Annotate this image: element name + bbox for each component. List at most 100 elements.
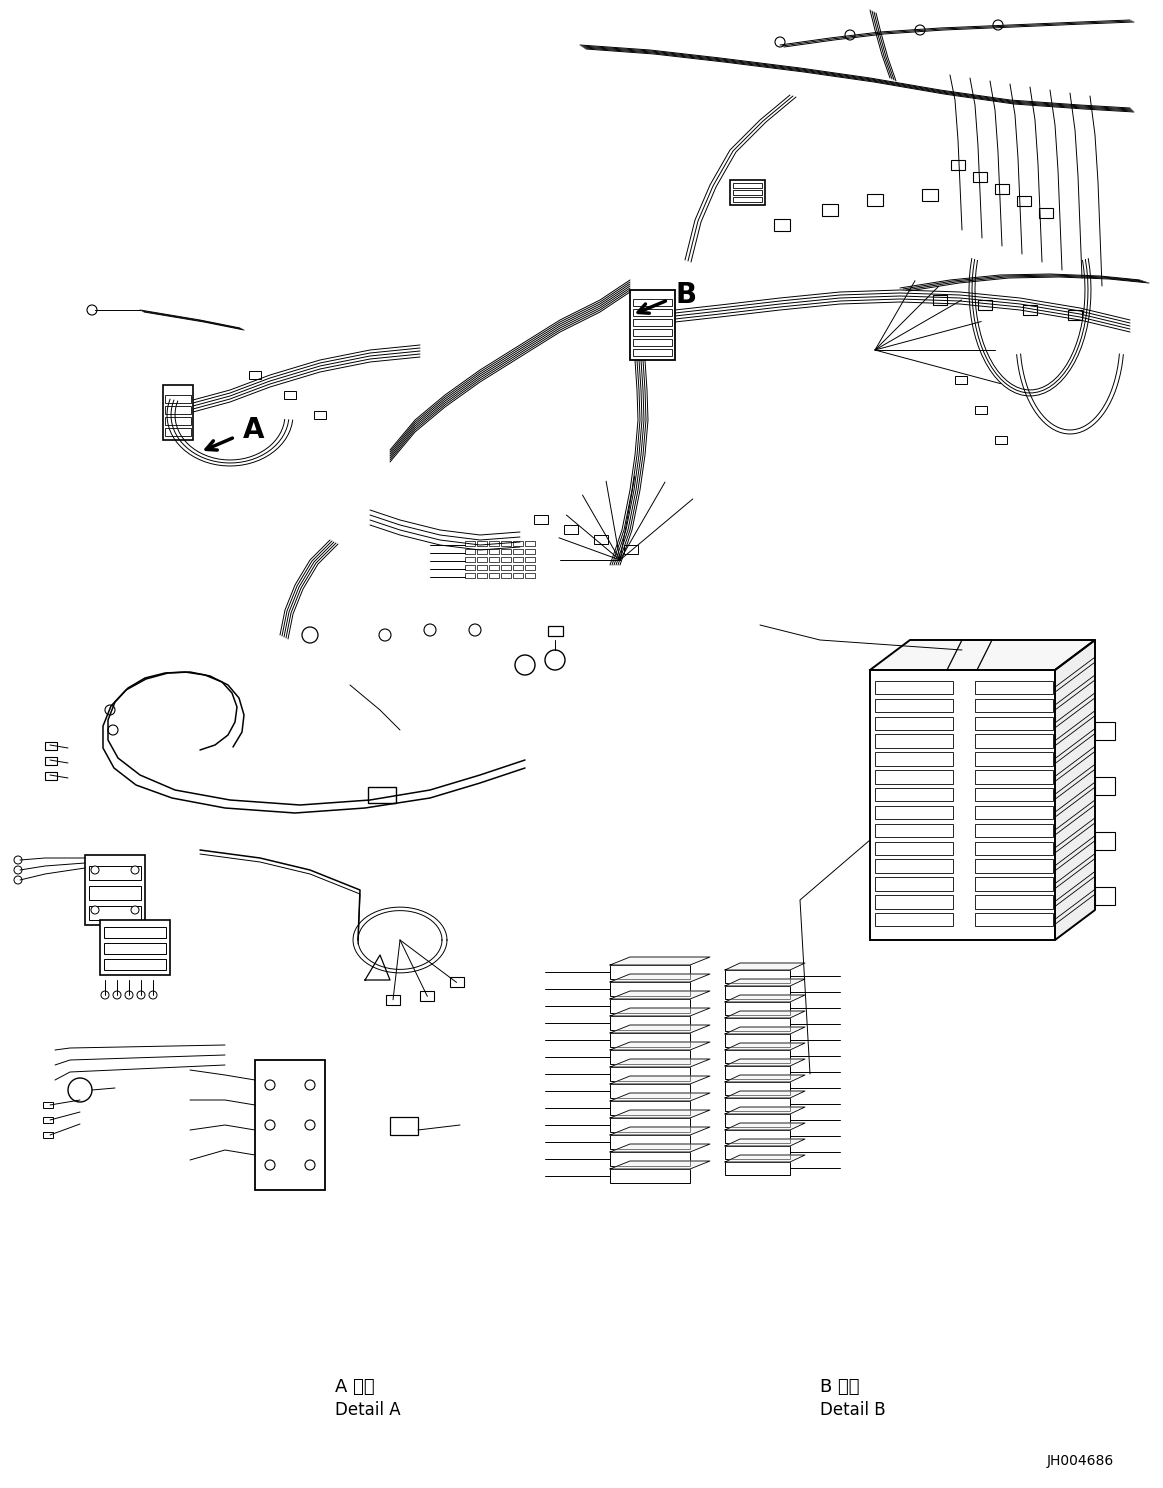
Polygon shape [725,1123,805,1129]
Bar [1096,887,1115,905]
Bar [633,310,672,315]
Bar [1016,196,1032,205]
Bar [488,565,499,570]
Circle shape [993,19,1003,30]
Bar [611,1170,690,1183]
Bar [525,573,535,577]
Bar [611,1101,690,1115]
Circle shape [424,623,436,635]
Circle shape [67,1077,92,1103]
Bar [501,549,511,554]
Bar [548,626,563,635]
Bar [513,565,523,570]
Bar [870,670,1055,940]
Bar [875,860,952,873]
Circle shape [14,876,22,884]
Polygon shape [611,1126,709,1135]
Bar [368,787,395,804]
Bar [875,771,952,784]
Bar [875,896,952,909]
Bar [875,717,952,731]
Bar [488,542,499,546]
Circle shape [305,1120,315,1129]
Bar [633,350,672,356]
Bar [513,542,523,546]
Circle shape [265,1161,274,1170]
Bar [165,429,191,436]
Bar [725,987,790,998]
Bar [1023,305,1037,315]
Bar [725,1065,790,1079]
Bar [43,1132,53,1138]
Circle shape [105,705,115,716]
Circle shape [149,991,157,998]
Bar [477,549,487,554]
Bar [1039,208,1053,219]
Bar [386,995,400,1004]
Bar [465,565,475,570]
Bar [611,966,690,979]
Bar [725,1098,790,1112]
Polygon shape [611,957,709,966]
Text: Detail B: Detail B [820,1402,886,1420]
Circle shape [469,623,481,635]
Bar [163,385,193,440]
Bar [45,757,57,765]
Polygon shape [725,1107,805,1115]
Bar [594,536,608,545]
Polygon shape [725,1010,805,1018]
Bar [975,824,1053,838]
Bar [875,878,952,891]
Polygon shape [725,963,805,970]
Polygon shape [611,1094,709,1101]
Polygon shape [611,1144,709,1152]
Circle shape [137,991,145,998]
Bar [611,998,690,1013]
Bar [477,565,487,570]
Bar [90,885,141,900]
Bar [875,699,952,713]
Polygon shape [611,1059,709,1067]
Bar [1096,777,1115,795]
Bar [975,806,1053,820]
Bar [875,806,952,820]
Bar [975,860,1053,873]
Bar [611,1033,690,1048]
Bar [875,824,952,838]
Bar [996,185,1009,193]
Bar [975,406,987,414]
Polygon shape [611,975,709,982]
Bar [1096,832,1115,850]
Bar [611,982,690,995]
Bar [975,842,1053,856]
Bar [633,318,672,326]
Bar [975,789,1053,802]
Bar [730,180,765,205]
Bar [465,542,475,546]
Bar [165,406,191,414]
Polygon shape [725,1155,805,1162]
Bar [165,394,191,403]
Text: A 詳細: A 詳細 [335,1378,374,1396]
Bar [875,789,952,802]
Bar [725,1082,790,1095]
Bar [955,376,966,384]
Bar [249,371,261,379]
Circle shape [305,1080,315,1091]
Bar [996,436,1007,443]
Circle shape [101,991,109,998]
Bar [633,329,672,336]
Bar [951,161,965,170]
Circle shape [846,30,855,40]
Bar [875,682,952,695]
Polygon shape [611,1076,709,1083]
Bar [1068,310,1082,320]
Bar [525,542,535,546]
Bar [488,549,499,554]
Circle shape [775,37,785,48]
Bar [822,204,839,216]
Bar [45,772,57,780]
Bar [875,735,952,748]
Bar [465,573,475,577]
Bar [85,856,145,926]
